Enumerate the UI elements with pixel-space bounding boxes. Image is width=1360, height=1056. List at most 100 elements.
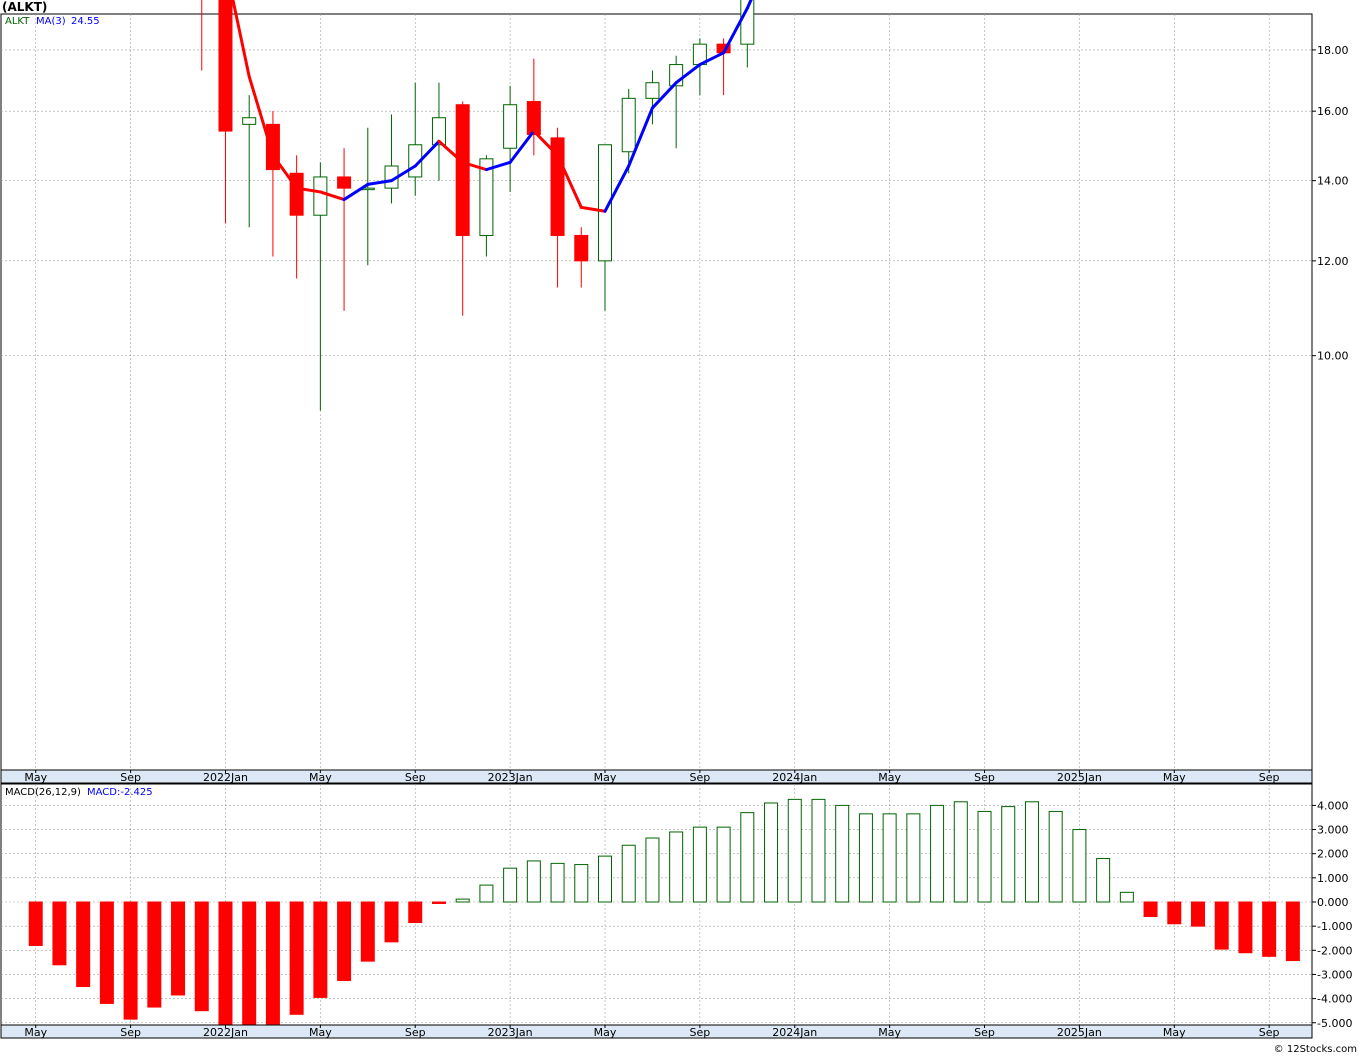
candle xyxy=(218,0,233,224)
macd-bar xyxy=(503,867,518,903)
macd-x-tick-label: Sep xyxy=(690,1026,711,1039)
macd-bars xyxy=(28,798,1300,1030)
ma-segment xyxy=(437,139,465,164)
candle xyxy=(242,95,257,228)
candle xyxy=(360,127,375,266)
macd-x-tick-label: Sep xyxy=(1259,1026,1280,1039)
price-x-tick-label: 2024Jan xyxy=(772,771,817,784)
macd-label: MACD(26,12,9) xyxy=(5,787,81,798)
macd-bar xyxy=(455,898,470,903)
macd-bar xyxy=(1262,901,1277,957)
price-x-tick-label: 2023Jan xyxy=(488,771,533,784)
macd-bar xyxy=(621,844,636,903)
macd-bar xyxy=(1024,801,1039,903)
macd-tick-label: -5.000 xyxy=(1317,1017,1352,1030)
macd-axis: -5.000 -4.000 -3.000 -2.000 -1.000 0.000 1.000… xyxy=(1312,799,1352,1030)
price-x-tick-label: 2022Jan xyxy=(203,771,248,784)
candle-body xyxy=(621,97,636,153)
macd-x-tick-label: May xyxy=(309,1026,332,1039)
chart-ticker: (ALKT) xyxy=(2,0,47,14)
price-x-tick-label: Sep xyxy=(405,771,426,784)
candle xyxy=(574,227,589,288)
macd-bar xyxy=(408,901,423,924)
macd-bar xyxy=(1214,901,1229,950)
macd-bar xyxy=(598,855,612,903)
candle-body xyxy=(455,104,470,236)
macd-bar xyxy=(1143,901,1158,917)
macd-tick-label: 4.000 xyxy=(1317,799,1349,812)
candle-body xyxy=(503,104,518,149)
macd-bar xyxy=(76,901,91,988)
macd-bar xyxy=(740,812,755,903)
candle xyxy=(431,82,446,181)
ma-segment xyxy=(390,164,417,183)
candle-body xyxy=(313,176,328,216)
macd-bar xyxy=(1119,891,1134,903)
macd-tick-label: 1.000 xyxy=(1317,872,1349,885)
macd-x-tick-label: Sep xyxy=(120,1026,141,1039)
macd-x-tick-label: Sep xyxy=(405,1026,426,1039)
macd-bar xyxy=(1285,901,1300,962)
macd-value-label: MACD:-2.425 xyxy=(87,787,153,798)
ma-label: MA(3) xyxy=(36,16,66,27)
macd-bar xyxy=(953,801,968,903)
price-x-tick-label: May xyxy=(309,771,332,784)
ma-value: 24.55 xyxy=(71,16,100,27)
macd-x-axis: May Sep 2022Jan May Sep 2023Jan May Sep 2024Jan M… xyxy=(0,1024,1313,1039)
macd-bar xyxy=(550,862,565,903)
macd-bar xyxy=(289,901,304,1015)
candle xyxy=(313,162,328,411)
ma-segment xyxy=(247,75,275,157)
price-x-band xyxy=(0,769,1313,784)
macd-bar xyxy=(337,901,352,981)
candle xyxy=(669,55,684,149)
ma-segment xyxy=(674,63,702,85)
macd-bar xyxy=(171,901,186,996)
macd-bar xyxy=(882,813,897,903)
macd-bar xyxy=(28,901,43,946)
macd-bar xyxy=(716,826,731,903)
macd-bar xyxy=(930,804,945,903)
candle xyxy=(201,0,203,71)
ma-segment xyxy=(318,190,346,202)
candle-body xyxy=(218,0,233,132)
ma-segment xyxy=(461,160,488,172)
ma-segment xyxy=(366,179,394,186)
macd-x-tick-label: May xyxy=(878,1026,901,1039)
macd-bar xyxy=(265,901,280,1025)
price-tick-label: 20.00 xyxy=(1317,0,1349,2)
price-tick-label: 10.00 xyxy=(1317,350,1349,363)
macd-x-tick-label: May xyxy=(1163,1026,1186,1039)
candle-body xyxy=(242,117,257,125)
ma-segment xyxy=(556,153,583,209)
candle xyxy=(408,82,423,196)
price-x-tick-label: May xyxy=(594,771,617,784)
macd-x-tick-label: 2025Jan xyxy=(1057,1026,1102,1039)
macd-bar xyxy=(1167,901,1182,925)
price-x-axis: May Sep 2022Jan May Sep 2023Jan May Sep 2024Jan M… xyxy=(0,769,1313,784)
candle xyxy=(598,144,612,311)
price-x-tick-label: May xyxy=(878,771,901,784)
moving-average-line xyxy=(231,0,753,213)
footer-credit: © 12Stocks.com xyxy=(1274,1044,1357,1055)
ma-segment xyxy=(650,81,678,110)
candle-body xyxy=(431,117,446,146)
macd-x-tick-label: Sep xyxy=(974,1026,995,1039)
macd-bar xyxy=(977,810,992,903)
ma-segment xyxy=(579,205,607,213)
ma-segment xyxy=(342,182,370,202)
price-candles xyxy=(201,0,755,411)
macd-bar xyxy=(99,901,114,1004)
ma-segment xyxy=(484,160,512,172)
macd-bar xyxy=(194,901,209,1012)
macd-x-tick-label: 2023Jan xyxy=(488,1026,533,1039)
candle xyxy=(337,148,352,311)
candle xyxy=(289,155,304,279)
price-tick-label: 16.00 xyxy=(1317,105,1349,118)
macd-bar xyxy=(431,901,446,904)
macd-bar xyxy=(360,901,375,962)
candle-body xyxy=(645,82,660,99)
price-tick-label: 18.00 xyxy=(1317,44,1349,57)
macd-bar xyxy=(645,837,660,903)
